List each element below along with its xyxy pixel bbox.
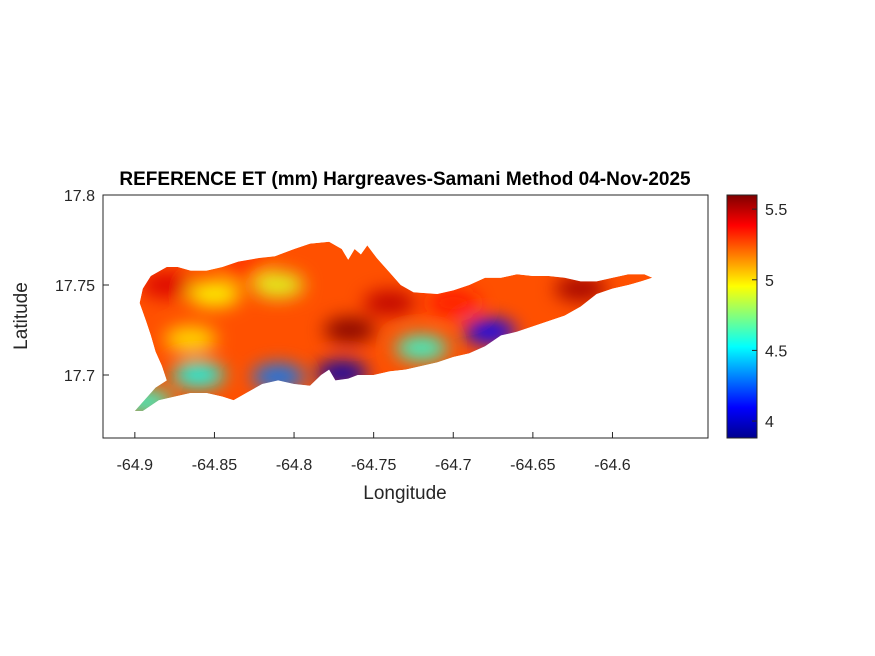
y-tick-label: 17.7 — [64, 368, 95, 385]
heat-cell-8 — [164, 326, 217, 352]
heat-cell-11 — [315, 360, 368, 387]
heat-hotspots — [134, 254, 607, 411]
chart-title: REFERENCE ET (mm) Hargreaves-Samani Meth… — [119, 169, 691, 190]
heat-field — [134, 241, 653, 411]
colorbar-tick-label: 4.5 — [765, 343, 787, 360]
heat-cell-9 — [463, 318, 516, 345]
heat-cell-1 — [363, 290, 416, 316]
x-tick-label: -64.6 — [594, 457, 631, 474]
x-axis-label: Longitude — [363, 483, 446, 504]
heat-cell-4 — [140, 272, 193, 298]
y-axis-label: Latitude — [11, 282, 32, 350]
colorbar-tick-label: 5.5 — [765, 202, 787, 219]
plot-area: -64.9 -64.85 -64.8 -64.75 -64.7 -64.65 -64.6 1… — [55, 188, 709, 474]
x-tick-label: -64.85 — [192, 457, 237, 474]
x-tick-label: -64.65 — [510, 457, 555, 474]
x-tick-label: -64.9 — [117, 457, 154, 474]
heat-cell-6 — [188, 281, 241, 307]
heat-cell-10 — [395, 335, 448, 361]
y-tick-label: 17.8 — [64, 188, 95, 205]
colorbar: 4 4.5 5 5.5 — [726, 194, 787, 439]
x-tick-label: -64.8 — [276, 457, 313, 474]
heat-cell-13 — [172, 362, 225, 388]
heat-cell-7 — [252, 272, 305, 298]
heat-cell-3 — [427, 290, 480, 316]
heat-cell-12 — [252, 363, 305, 390]
x-tick-label: -64.75 — [351, 457, 396, 474]
colorbar-ticks: 4 4.5 5 5.5 — [752, 202, 787, 431]
heat-cell-2 — [554, 275, 607, 302]
axes-box — [102, 194, 709, 439]
heat-cell-14 — [134, 389, 172, 411]
colorbar-tick-label: 5 — [765, 273, 774, 290]
heat-cell-0 — [323, 317, 376, 343]
colorbar-tick-label: 4 — [765, 414, 774, 431]
x-axis: -64.9 -64.85 -64.8 -64.75 -64.7 -64.65 -64.6 — [117, 432, 631, 474]
colorbar-gradient — [726, 194, 758, 439]
y-tick-label: 17.75 — [55, 278, 95, 295]
y-axis: 17.7 17.75 17.8 — [55, 188, 109, 385]
x-tick-label: -64.7 — [435, 457, 472, 474]
